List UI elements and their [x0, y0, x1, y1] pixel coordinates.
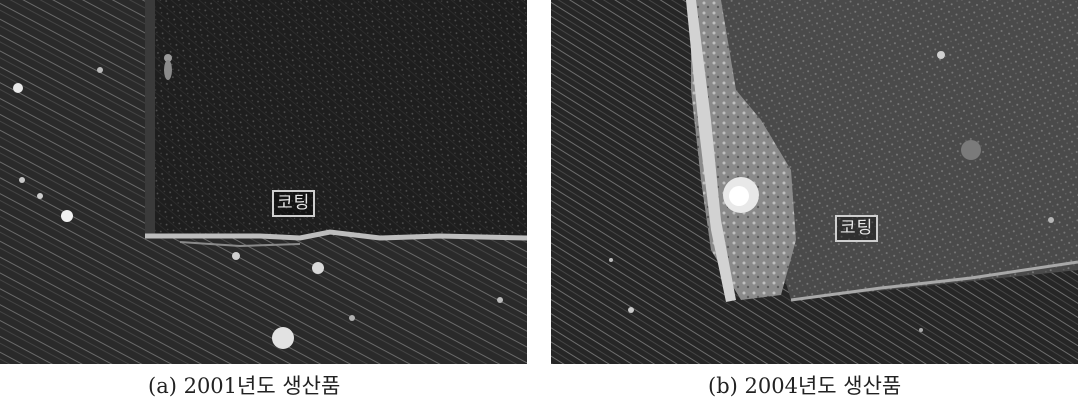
- coating-label-b: 코팅: [835, 215, 879, 242]
- micrograph-b: 코팅: [551, 0, 1078, 364]
- coating-label-a: 코팅: [272, 190, 316, 217]
- caption-b: (b) 2004년도 생산품: [708, 374, 902, 398]
- micrograph-a: 코팅: [0, 0, 527, 364]
- micrograph-b-image: [551, 0, 1078, 364]
- caption-a: (a) 2001년도 생산품: [148, 374, 341, 398]
- micrograph-a-image: [0, 0, 527, 364]
